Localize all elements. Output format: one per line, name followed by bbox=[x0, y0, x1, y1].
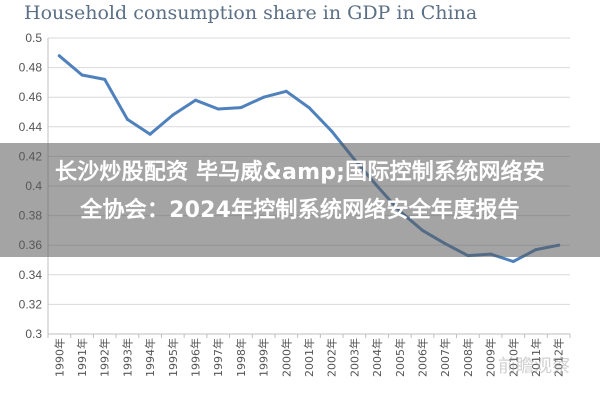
data-point bbox=[216, 107, 220, 111]
x-tick-label: 2009年 bbox=[484, 338, 498, 377]
data-point bbox=[103, 77, 107, 81]
x-tick-label: 1998年 bbox=[234, 338, 248, 377]
x-tick-label: 1995年 bbox=[166, 338, 180, 377]
data-point bbox=[171, 113, 175, 117]
data-point bbox=[262, 95, 266, 99]
y-tick-label: 0.46 bbox=[19, 90, 43, 104]
data-point bbox=[125, 117, 129, 121]
x-tick-label: 1991年 bbox=[75, 338, 89, 377]
data-point bbox=[511, 259, 515, 263]
overlay-text: 长沙炒股配资 毕马威&amp;国际控制系统网络安 全协会：2024年控制系统网络… bbox=[0, 154, 600, 230]
data-point bbox=[148, 132, 152, 136]
x-tick-label: 2007年 bbox=[438, 338, 452, 377]
watermark: 前瞻观察 bbox=[498, 356, 570, 377]
chart-title: Household consumption share in GDP in Ch… bbox=[24, 2, 478, 24]
data-point bbox=[80, 73, 84, 77]
y-tick-label: 0.3 bbox=[25, 327, 42, 341]
y-tick-label: 0.44 bbox=[19, 120, 43, 134]
x-tick-label: 1992年 bbox=[98, 338, 112, 377]
x-tick-label: 2003年 bbox=[347, 338, 361, 377]
y-tick-label: 0.48 bbox=[19, 61, 43, 75]
data-point bbox=[330, 129, 334, 133]
grid-lines bbox=[47, 37, 571, 338]
x-tick-label: 1990年 bbox=[52, 338, 66, 377]
x-tick-label: 2011年 bbox=[529, 338, 543, 377]
data-point bbox=[284, 89, 288, 93]
x-tick-label: 2010年 bbox=[506, 338, 520, 377]
data-point bbox=[57, 54, 61, 58]
x-tick-label: 1996年 bbox=[189, 338, 203, 377]
x-tick-label: 2005年 bbox=[393, 338, 407, 377]
x-tick-label: 1993年 bbox=[120, 338, 134, 377]
data-point bbox=[307, 106, 311, 110]
data-point bbox=[194, 98, 198, 102]
x-tick-label: 2012年 bbox=[552, 338, 566, 377]
y-tick-label: 0.5 bbox=[25, 31, 42, 45]
x-tick-label: 2008年 bbox=[461, 338, 475, 377]
x-tick-label: 2002年 bbox=[325, 338, 339, 377]
x-tick-label: 2001年 bbox=[302, 338, 316, 377]
overlay-line-1: 长沙炒股配资 毕马威&amp;国际控制系统网络安 bbox=[55, 160, 545, 185]
x-tick-label: 1999年 bbox=[257, 338, 271, 377]
x-tick-label: 1994年 bbox=[143, 338, 157, 377]
x-tick-label: 1997年 bbox=[211, 338, 225, 377]
overlay-line-2: 全协会：2024年控制系统网络安全年度报告 bbox=[80, 198, 520, 223]
overlay-banner bbox=[0, 143, 600, 257]
x-tick-label: 2004年 bbox=[370, 338, 384, 377]
y-tick-label: 0.32 bbox=[19, 297, 43, 311]
x-tick-label: 2000年 bbox=[279, 338, 293, 377]
y-tick-label: 0.34 bbox=[19, 268, 43, 282]
x-tick-label: 2006年 bbox=[415, 338, 429, 377]
data-point bbox=[239, 106, 243, 110]
x-axis-tick-labels: 1990年 1991年 1992年 1993年 1994年 1995年 1996年 1997年… bbox=[52, 338, 565, 377]
